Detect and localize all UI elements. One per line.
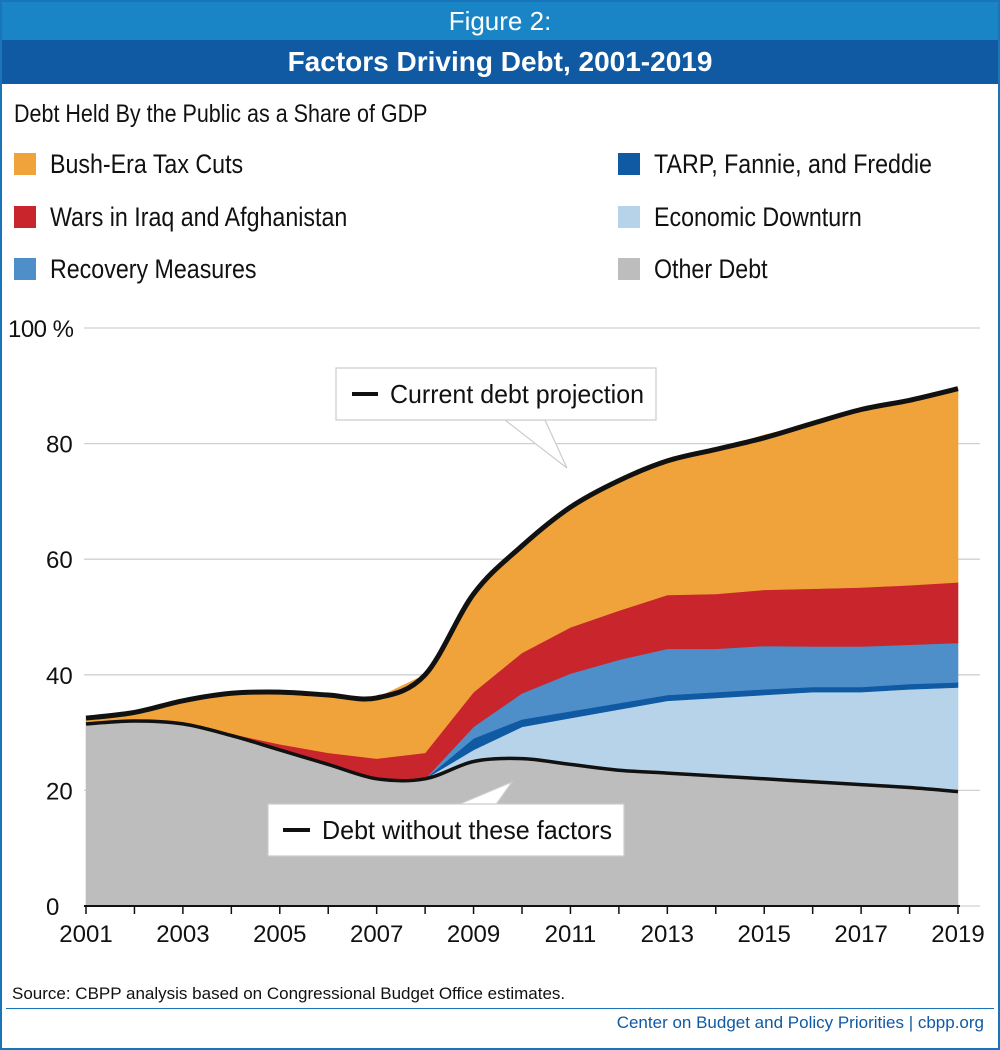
legend-item-tarp: TARP, Fannie, and Freddie	[618, 146, 977, 182]
legend-swatch-recovery	[14, 258, 36, 280]
y-tick-label: 80	[46, 432, 73, 459]
legend-item-downturn: Economic Downturn	[618, 199, 896, 235]
line-current-debt-projection	[85, 386, 959, 721]
legend-label: TARP, Fannie, and Freddie	[654, 148, 932, 179]
callout-box-debt-without-these-factors	[267, 803, 625, 857]
x-tick-label: 2011	[545, 921, 597, 948]
chart-subtitle: Debt Held By the Public as a Share of GD…	[14, 100, 428, 128]
legend-label: Recovery Measures	[50, 253, 257, 284]
legend-swatch-bush-tax-cuts	[14, 153, 36, 175]
x-tick-label: 2005	[253, 921, 306, 948]
stacked-area-chart: 0 20 40 60 80 100 % 2001 2003 2005 2007 2009 2011 20…	[8, 316, 985, 948]
credit-link[interactable]: Center on Budget and Policy Priorities |…	[616, 1013, 984, 1032]
legend-label: Wars in Iraq and Afghanistan	[50, 201, 348, 232]
x-tick-label: 2019	[931, 921, 984, 948]
chart-title: Factors Driving Debt, 2001-2019	[2, 40, 998, 84]
legend-swatch-tarp	[618, 153, 640, 175]
legend-item-wars: Wars in Iraq and Afghanistan	[14, 199, 396, 235]
x-tick-label: 2001	[59, 921, 112, 948]
y-tick-label: 60	[46, 547, 73, 574]
annotations: Current debt projection Debt without thes…	[267, 367, 657, 857]
axes: 0 20 40 60 80 100 % 2001 2003 2005 2007 2009 2011 20…	[8, 316, 985, 948]
legend-label: Bush-Era Tax Cuts	[50, 148, 244, 179]
x-tick-label: 2007	[350, 921, 403, 948]
y-tick-label: 0	[46, 894, 59, 921]
x-tick-label: 2015	[738, 921, 791, 948]
legend-label: Other Debt	[654, 253, 768, 284]
legend-swatch-wars	[14, 206, 36, 228]
line-series	[85, 386, 959, 794]
x-tick-label: 2017	[834, 921, 887, 948]
callout-box-current-debt-projection	[335, 367, 657, 421]
legend-item-recovery: Recovery Measures	[14, 251, 290, 287]
figure-label: Figure 2:	[2, 2, 998, 40]
callout-label-current-debt-projection: Current debt projection	[390, 379, 644, 409]
y-tick-label: 20	[46, 778, 73, 805]
legend-swatch-other-debt	[618, 258, 640, 280]
x-tick-label: 2009	[447, 921, 500, 948]
legend-swatch-downturn	[618, 206, 640, 228]
footer-divider	[6, 1008, 994, 1009]
callout-label-debt-without-these-factors: Debt without these factors	[322, 815, 612, 845]
area-bush-era-tax-cuts	[85, 388, 959, 759]
legend-item-other-debt: Other Debt	[618, 251, 786, 287]
line-debt-without-these-factors	[85, 719, 959, 794]
x-tick-label: 2013	[641, 921, 694, 948]
y-tick-label: 40	[46, 663, 73, 690]
x-tick-label: 2003	[156, 921, 209, 948]
source-note: Source: CBPP analysis based on Congressi…	[12, 984, 566, 1003]
y-tick-label: 100 %	[8, 316, 74, 343]
area-series	[85, 388, 959, 907]
legend-label: Economic Downturn	[654, 201, 862, 232]
legend-item-bush-tax-cuts: Bush-Era Tax Cuts	[14, 146, 275, 182]
